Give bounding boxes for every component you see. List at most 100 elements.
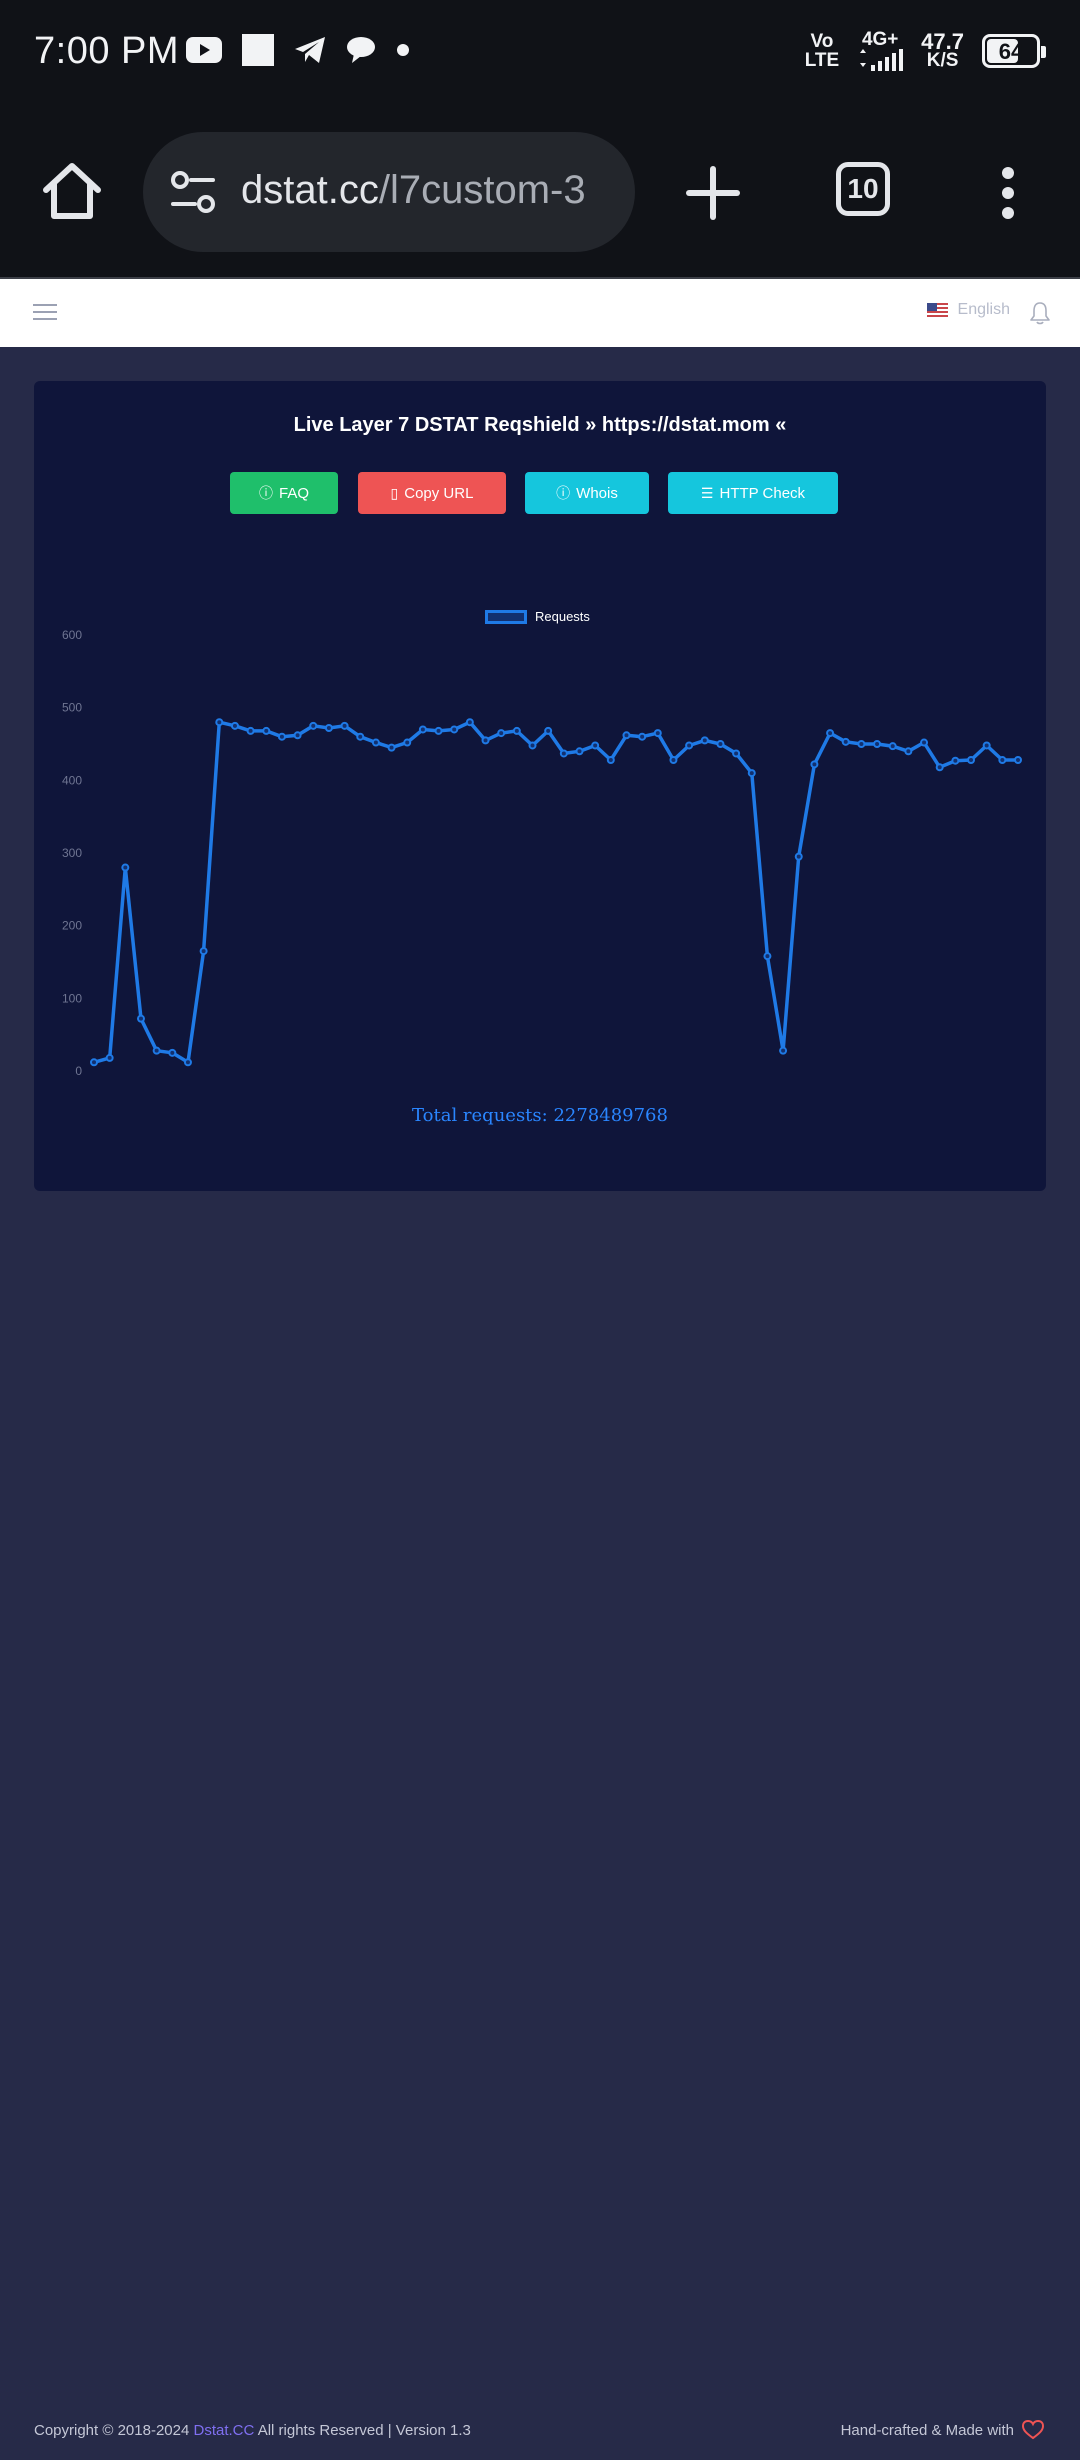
data-point[interactable] <box>810 760 819 769</box>
address-bar[interactable]: dstat.cc/l7custom-3 <box>143 132 635 252</box>
data-point[interactable] <box>90 1058 98 1067</box>
site-settings-icon[interactable] <box>169 168 217 216</box>
data-point[interactable] <box>371 738 380 747</box>
data-point[interactable] <box>418 725 427 734</box>
new-tab-icon[interactable] <box>686 166 740 220</box>
whois-button-label: Whois <box>576 484 618 502</box>
data-point[interactable] <box>653 729 662 738</box>
more-menu-icon[interactable] <box>1000 166 1016 220</box>
data-point[interactable] <box>481 736 490 745</box>
browser-toolbar: dstat.cc/l7custom-3 10 <box>0 110 1080 279</box>
data-point[interactable] <box>277 732 286 741</box>
status-right: Vo LTE 4G+ 47.7 K/S 64 <box>804 30 1046 71</box>
data-point[interactable] <box>904 747 913 756</box>
http-check-button-label: HTTP Check <box>719 484 806 502</box>
data-point[interactable] <box>324 724 333 733</box>
data-point[interactable] <box>622 731 631 740</box>
data-point[interactable] <box>152 1046 161 1055</box>
info-circle-icon: ⓘ <box>556 485 571 501</box>
data-point[interactable] <box>732 749 741 758</box>
data-point[interactable] <box>841 737 850 746</box>
data-point[interactable] <box>794 852 803 861</box>
dot-icon <box>397 44 409 56</box>
notification-bell-icon[interactable] <box>1030 301 1050 325</box>
data-point[interactable] <box>293 731 302 740</box>
data-point[interactable] <box>309 721 318 730</box>
data-point[interactable] <box>982 741 991 750</box>
language-label: English <box>957 301 1010 318</box>
language-selector[interactable]: English <box>926 301 1010 319</box>
y-tick-label: 200 <box>62 919 82 933</box>
data-point[interactable] <box>356 732 365 741</box>
footer-made-with: Hand-crafted & Made with <box>841 2420 1044 2440</box>
data-point[interactable] <box>920 738 929 747</box>
data-point[interactable] <box>575 747 584 756</box>
url-text[interactable]: dstat.cc/l7custom-3 <box>241 168 586 213</box>
data-point[interactable] <box>340 721 349 730</box>
data-point[interactable] <box>935 763 944 772</box>
data-point[interactable] <box>747 769 756 778</box>
data-point[interactable] <box>888 742 897 751</box>
data-point[interactable] <box>606 755 615 764</box>
data-point[interactable] <box>544 726 553 735</box>
data-point[interactable] <box>559 749 568 758</box>
copy-url-button[interactable]: ▯ Copy URL <box>358 472 506 514</box>
data-point[interactable] <box>857 740 866 748</box>
data-point[interactable] <box>967 755 976 764</box>
data-point[interactable] <box>826 729 835 738</box>
data-point[interactable] <box>450 725 459 734</box>
url-path: /l7custom-3 <box>378 168 586 212</box>
whois-button[interactable]: ⓘ Whois <box>525 472 649 514</box>
y-tick-label: 300 <box>62 846 82 860</box>
faq-button[interactable]: ⓘ FAQ <box>230 472 338 514</box>
data-point[interactable] <box>716 740 725 748</box>
total-requests: Total requests: 2278489768 <box>412 1105 668 1126</box>
heart-icon <box>1022 2420 1044 2440</box>
data-point[interactable] <box>199 947 208 956</box>
data-point[interactable] <box>1014 755 1022 764</box>
battery-level: 64 <box>998 38 1024 64</box>
status-time: 7:00 PM <box>34 30 180 72</box>
requests-line-chart: 0 100 200 300 400 500 600 <box>62 628 1022 1078</box>
data-point[interactable] <box>105 1053 114 1062</box>
youtube-icon <box>186 37 222 63</box>
data-point[interactable] <box>873 740 882 748</box>
data-point[interactable] <box>528 741 537 750</box>
footer-brand-link[interactable]: Dstat.CC <box>193 2422 255 2439</box>
data-point[interactable] <box>763 952 772 961</box>
data-point[interactable] <box>669 755 678 764</box>
signal-indicator: 4G+ <box>857 30 904 71</box>
http-check-button[interactable]: ☰ HTTP Check <box>668 472 838 514</box>
data-point[interactable] <box>168 1048 177 1057</box>
data-point[interactable] <box>262 726 271 735</box>
data-point[interactable] <box>465 718 474 727</box>
data-point[interactable] <box>512 726 521 735</box>
data-point[interactable] <box>497 729 506 738</box>
data-point[interactable] <box>183 1058 192 1067</box>
data-point[interactable] <box>403 738 412 747</box>
data-point[interactable] <box>136 1014 145 1023</box>
data-point[interactable] <box>685 741 694 750</box>
data-point[interactable] <box>998 755 1007 764</box>
data-point[interactable] <box>700 736 709 745</box>
series-line-requests <box>93 720 1018 1065</box>
data-point[interactable] <box>434 726 443 735</box>
home-icon[interactable] <box>40 160 104 224</box>
data-point[interactable] <box>387 743 396 752</box>
signal-bars-icon <box>860 49 904 71</box>
data-point[interactable] <box>638 732 647 741</box>
legend-swatch <box>485 609 527 624</box>
menu-icon[interactable] <box>33 302 57 322</box>
data-point[interactable] <box>121 863 130 872</box>
data-point[interactable] <box>215 718 224 727</box>
chart-legend[interactable]: Requests <box>485 609 590 624</box>
data-point[interactable] <box>779 1046 788 1055</box>
volte-indicator: Vo LTE <box>804 30 840 71</box>
data-point[interactable] <box>230 721 239 730</box>
data-point[interactable] <box>951 756 960 765</box>
data-point[interactable] <box>246 726 255 735</box>
tab-switcher-button[interactable]: 10 <box>836 162 890 216</box>
footer-copyright: Copyright © 2018-2024 Dstat.CC All right… <box>34 2422 471 2439</box>
us-flag-icon <box>926 303 948 317</box>
data-point[interactable] <box>591 741 600 750</box>
